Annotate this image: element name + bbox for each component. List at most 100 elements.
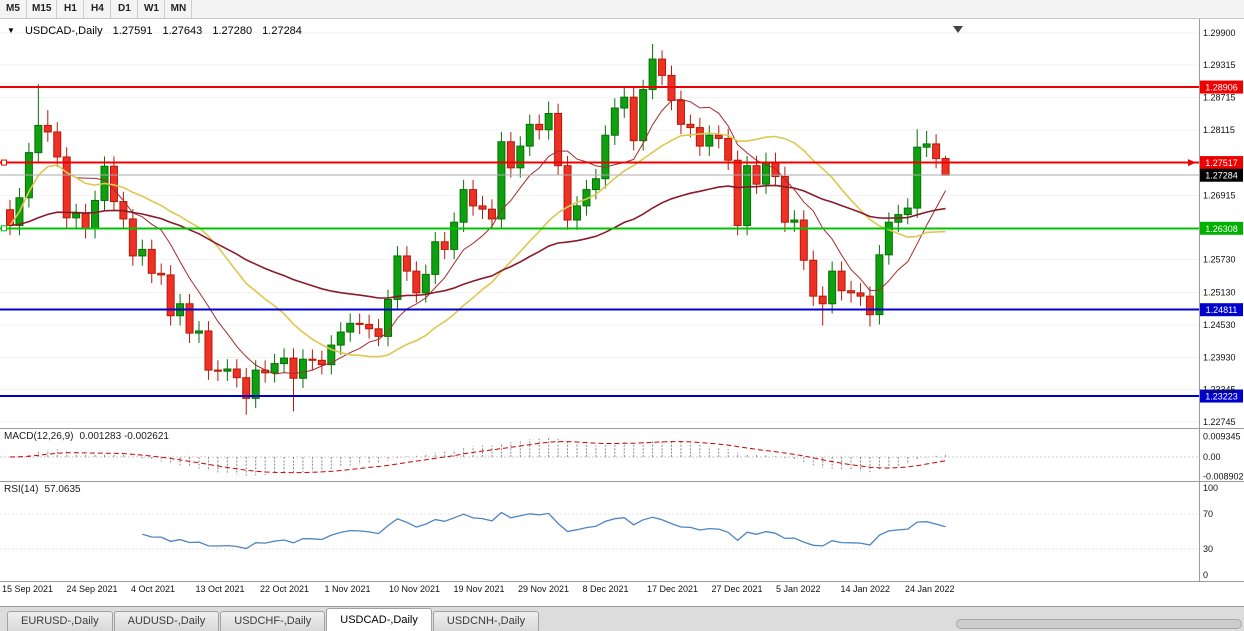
candle — [213, 369, 222, 372]
candle — [554, 112, 563, 167]
rsi-axis-label: 70 — [1203, 509, 1213, 519]
candle — [535, 123, 544, 131]
candle — [818, 295, 827, 305]
hline-anchor-resistance-key[interactable] — [1, 159, 7, 166]
candle — [525, 123, 534, 147]
timeframe-button-H1[interactable]: H1 — [57, 0, 85, 18]
price-axis-label: 1.29900 — [1203, 28, 1236, 38]
candle — [147, 248, 156, 274]
scrollbar-thumb[interactable] — [956, 619, 1242, 629]
candle — [733, 159, 742, 226]
tab-EURUSDDaily[interactable]: EURUSD-,Daily — [7, 611, 113, 631]
timeframe-button-D1[interactable]: D1 — [111, 0, 139, 18]
candle — [516, 145, 525, 169]
horizontal-scrollbar[interactable] — [956, 619, 1242, 630]
chart-shift-marker-icon[interactable] — [953, 26, 963, 33]
chart-tabs: EURUSD-,Daily AUDUSD-,Daily USDCHF-,Daily U… — [0, 607, 1244, 631]
candle — [34, 124, 43, 154]
candle — [865, 295, 874, 316]
chart-canvas[interactable]: 1.28906 1.27517 1.27284 1.26308 1.24811 1.232… — [0, 19, 1244, 606]
candle — [544, 112, 553, 131]
candle — [922, 143, 931, 148]
date-axis-label: 5 Jan 2022 — [776, 584, 821, 594]
price-axis-label: 1.25130 — [1203, 287, 1236, 297]
candle — [903, 207, 912, 216]
candle — [195, 330, 203, 334]
candle — [393, 255, 402, 300]
horizontal-price-lines[interactable]: 1.28906 1.27517 1.27284 1.26308 1.24811 1.232… — [0, 80, 1243, 403]
svg-text:1.28906: 1.28906 — [1205, 83, 1238, 93]
price-badge-support-blue-1 — [1200, 303, 1243, 317]
candle — [695, 127, 704, 147]
date-axis-label: 27 Dec 2021 — [712, 584, 763, 594]
timeframe-button-MN[interactable]: MN — [165, 0, 193, 18]
candle — [440, 241, 449, 250]
hline-arrow-resistance-key — [1188, 159, 1196, 167]
date-axis-label: 1 Nov 2021 — [325, 584, 371, 594]
timeframe-button-M5[interactable]: M5 — [0, 0, 27, 18]
macd-panel — [0, 437, 1199, 476]
candle — [204, 330, 213, 371]
timeframe-button-W1[interactable]: W1 — [138, 0, 166, 18]
svg-text:1.23223: 1.23223 — [1205, 392, 1238, 402]
candle — [610, 107, 619, 136]
price-axis-label: 1.26915 — [1203, 190, 1236, 200]
candle — [402, 255, 411, 272]
candle — [629, 96, 638, 142]
candle — [941, 158, 950, 176]
price-badge-resistance-key — [1200, 156, 1243, 170]
candle — [251, 369, 260, 399]
candle — [875, 254, 884, 316]
candle — [270, 363, 279, 374]
timeframe-button-H4[interactable]: H4 — [84, 0, 112, 18]
date-axis-label: 15 Sep 2021 — [2, 584, 53, 594]
candle — [837, 270, 846, 292]
candle — [280, 357, 289, 365]
candle — [157, 272, 166, 276]
date-axis-label: 13 Oct 2021 — [196, 584, 245, 594]
date-axis-label: 14 Jan 2022 — [841, 584, 891, 594]
candle — [91, 199, 100, 230]
candle — [166, 274, 175, 317]
price-badge-current-price — [1200, 168, 1243, 182]
chart-area[interactable]: 1.28906 1.27517 1.27284 1.26308 1.24811 1.232… — [0, 19, 1244, 606]
candle — [459, 189, 468, 223]
candle — [686, 123, 695, 129]
candle — [298, 358, 307, 379]
candle — [724, 137, 733, 161]
candle — [809, 259, 818, 297]
candle — [676, 99, 685, 125]
svg-text:1.27517: 1.27517 — [1205, 158, 1238, 168]
candle — [856, 292, 865, 297]
price-axis-label: 1.24530 — [1203, 320, 1236, 330]
candle — [185, 303, 194, 334]
price-axis-label: 1.22745 — [1203, 417, 1236, 427]
date-axis-label: 29 Nov 2021 — [518, 584, 569, 594]
candle — [336, 331, 345, 346]
price-axis-label: 1.28715 — [1203, 92, 1236, 102]
candle — [469, 189, 478, 207]
price-axis-label: 1.23930 — [1203, 353, 1236, 363]
candle — [932, 143, 941, 160]
macd-histogram — [18, 437, 947, 476]
date-axis-label: 24 Jan 2022 — [905, 584, 955, 594]
date-axis-label: 17 Dec 2021 — [647, 584, 698, 594]
candle — [289, 357, 298, 379]
date-axis: 15 Sep 2021 24 Sep 2021 4 Oct 2021 13 Oct 2… — [2, 584, 955, 594]
candle — [53, 131, 62, 158]
timeframe-button-M15[interactable]: M15 — [27, 0, 58, 18]
candle — [780, 176, 789, 223]
tab-USDCNHDaily[interactable]: USDCNH-,Daily — [432, 611, 540, 631]
candle — [497, 141, 506, 220]
chart-tabs-bar: EURUSD-,Daily AUDUSD-,Daily USDCHF-,Daily U… — [0, 606, 1244, 631]
price-axis-label: 1.25730 — [1203, 255, 1236, 265]
tab-USDCHFDaily[interactable]: USDCHF-,Daily — [220, 611, 326, 631]
chart-dropdown-arrow-icon[interactable]: ▼ — [7, 26, 15, 35]
candle — [648, 58, 657, 91]
candle — [81, 213, 90, 230]
tab-AUDUSDDaily[interactable]: AUDUSD-,Daily — [113, 611, 220, 631]
candle — [43, 124, 52, 133]
tab-USDCADDaily[interactable]: USDCAD-,Daily — [326, 608, 432, 631]
hline-anchor-support-green[interactable] — [1, 225, 7, 232]
